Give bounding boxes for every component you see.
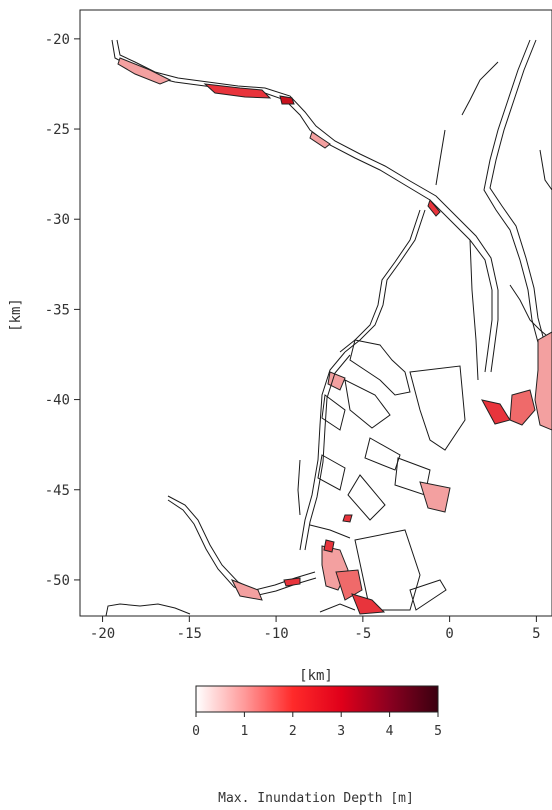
y-tick-label: -20	[45, 32, 70, 48]
channel-central-bank	[344, 209, 426, 353]
inundation-patch	[481, 399, 511, 425]
port-block	[344, 379, 391, 429]
x-tick-label: -5	[354, 626, 371, 642]
inundation-patch	[419, 481, 451, 513]
y-tick-label: -50	[45, 573, 70, 589]
x-axis-label: [km]	[299, 668, 333, 684]
coast-southwest	[105, 603, 191, 616]
inundation-patch	[327, 371, 346, 391]
x-tick-label: -15	[177, 626, 202, 642]
x-tick-label: -10	[263, 626, 288, 642]
port-block	[364, 437, 401, 471]
channel	[309, 524, 351, 539]
inundation-patch	[323, 539, 335, 553]
colorbar-tick-label: 3	[337, 724, 345, 739]
inundation-patch	[283, 577, 301, 587]
colorbar	[195, 685, 439, 713]
port-block	[409, 579, 447, 611]
channel	[435, 129, 446, 186]
port-block	[317, 454, 346, 491]
y-tick-label: -35	[45, 302, 70, 318]
inundation-patch	[230, 579, 263, 601]
x-tick-label: -20	[90, 626, 115, 642]
inundation-patch	[309, 131, 331, 149]
y-tick-label: -40	[45, 393, 70, 409]
river-southwest-bank	[167, 499, 317, 597]
river-northeast-bank	[489, 39, 552, 361]
inundation-patch	[279, 95, 295, 105]
port-block	[347, 474, 386, 521]
y-tick-label: -25	[45, 122, 70, 138]
colorbar-tick-label: 5	[434, 724, 442, 739]
x-axis: -20 -15 -10 -5 0 5	[90, 616, 541, 642]
inundation-patch	[342, 514, 353, 523]
inundation-patch	[117, 57, 172, 85]
channel-west-bank	[304, 354, 351, 551]
x-tick-label: 0	[445, 626, 453, 642]
inundation-patch	[351, 593, 386, 615]
plot-area	[79, 9, 552, 617]
colorbar-tick-label: 0	[192, 724, 200, 739]
channel-west	[299, 351, 346, 551]
channel	[539, 149, 552, 191]
colorbar-label: Max. Inundation Depth [m]	[218, 791, 414, 806]
inundation-patch	[534, 331, 552, 431]
channel	[469, 239, 479, 381]
inundation-patch	[427, 198, 441, 217]
port-block	[349, 339, 411, 396]
coast-south	[319, 603, 356, 613]
y-axis-label: [km]	[8, 298, 24, 332]
colorbar-ticks: 0 1 2 3 4 5	[192, 712, 442, 739]
channel	[461, 61, 499, 116]
inundation-patch	[509, 389, 536, 426]
map-layer	[105, 39, 552, 616]
river-northeast	[483, 39, 552, 381]
channel	[297, 459, 301, 516]
river-northwest-bank	[116, 39, 499, 373]
y-tick-label: -30	[45, 212, 70, 228]
channel-central	[339, 209, 421, 353]
port-block	[409, 365, 466, 451]
colorbar-tick-label: 1	[240, 724, 248, 739]
y-axis: -20 -25 -30 -35 -40 -45 -50	[45, 32, 80, 589]
inundation-patch	[335, 569, 363, 601]
shore-east	[509, 284, 552, 341]
colorbar-tick-label: 4	[386, 724, 394, 739]
inundation-patch	[203, 83, 272, 99]
colorbar-tick-label: 2	[289, 724, 297, 739]
port-block	[321, 394, 346, 431]
x-tick-label: 5	[532, 626, 540, 642]
y-tick-label: -45	[45, 483, 70, 499]
